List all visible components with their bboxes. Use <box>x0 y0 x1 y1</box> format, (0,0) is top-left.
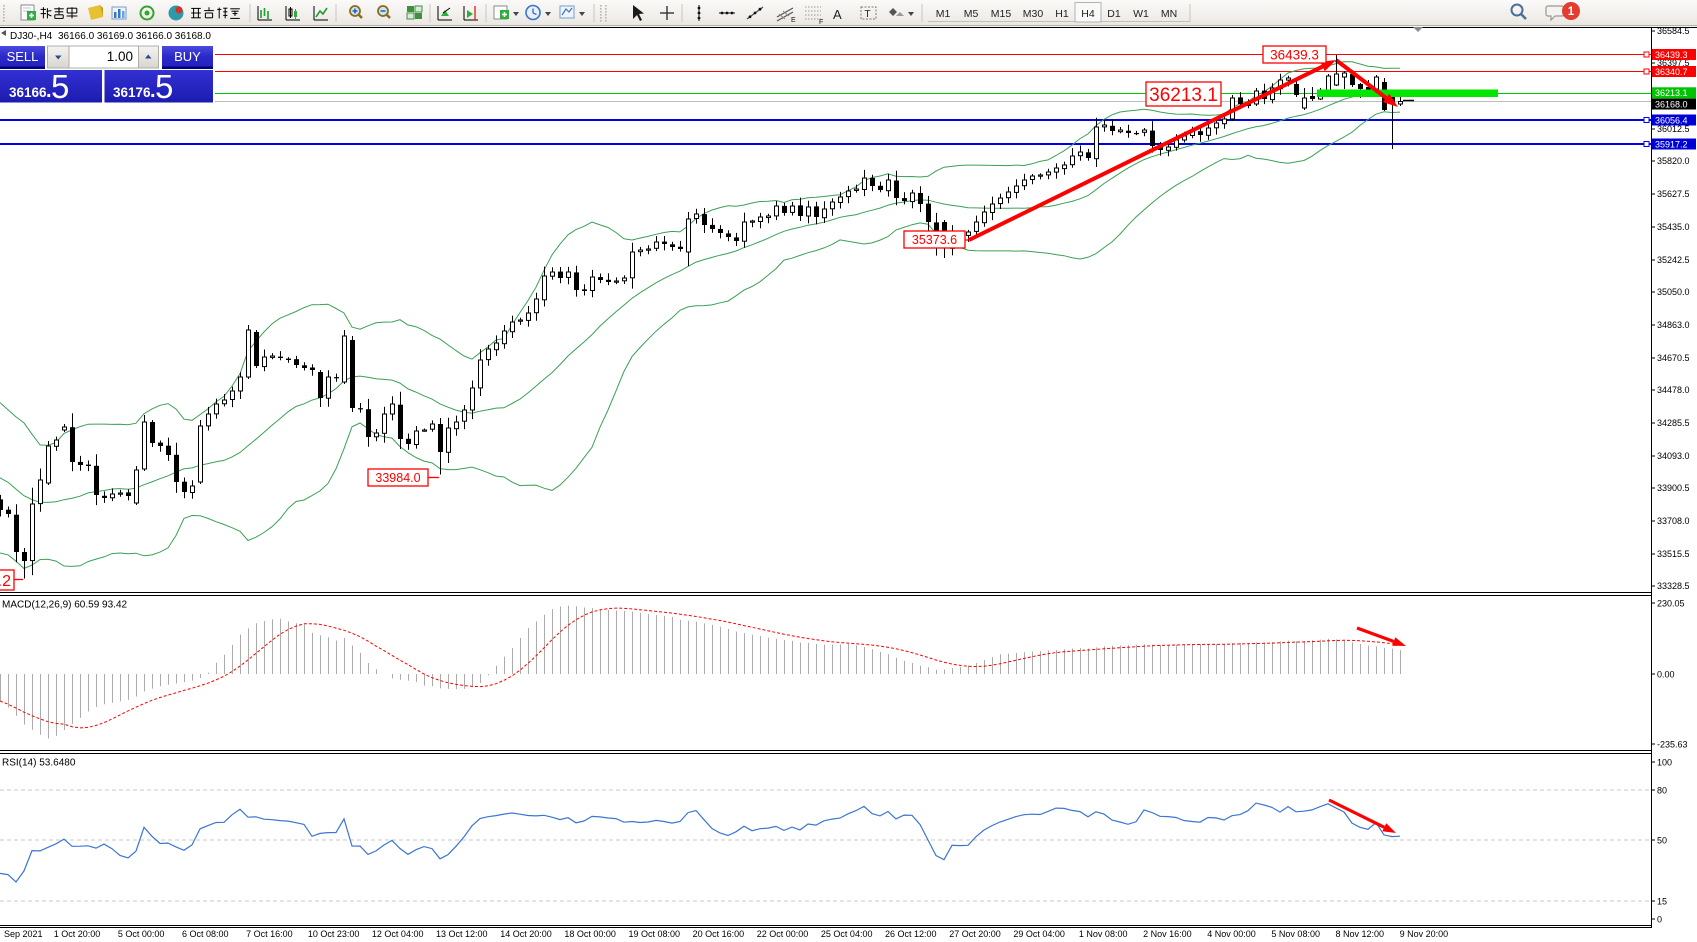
svg-text:34863.0: 34863.0 <box>1657 320 1690 330</box>
svg-text:9 Nov 20:00: 9 Nov 20:00 <box>1400 929 1449 939</box>
svg-text:34093.0: 34093.0 <box>1657 451 1690 461</box>
svg-text:5 Nov 08:00: 5 Nov 08:00 <box>1271 929 1320 939</box>
svg-text:1: 1 <box>1568 6 1575 18</box>
svg-text:.2: .2 <box>0 573 11 590</box>
svg-text:36166.0 36169.0 36166.0 36168.: 36166.0 36169.0 36166.0 36168.0 <box>58 31 211 42</box>
svg-text:50: 50 <box>1657 835 1667 845</box>
svg-text:26 Oct 12:00: 26 Oct 12:00 <box>885 929 937 939</box>
svg-text:36439.3: 36439.3 <box>1270 47 1319 62</box>
svg-text:36176: 36176 <box>113 85 151 100</box>
svg-text:W1: W1 <box>1133 8 1149 20</box>
svg-text:230.05: 230.05 <box>1657 598 1685 608</box>
svg-text:29 Oct 04:00: 29 Oct 04:00 <box>1013 929 1065 939</box>
svg-text:4 Nov 00:00: 4 Nov 00:00 <box>1207 929 1256 939</box>
svg-text:M1: M1 <box>936 8 951 20</box>
svg-text:34670.5: 34670.5 <box>1657 353 1690 363</box>
svg-text:DJ30-,H4: DJ30-,H4 <box>10 31 53 42</box>
svg-text:35627.5: 35627.5 <box>1657 189 1690 199</box>
svg-text:35050.0: 35050.0 <box>1657 287 1690 297</box>
svg-text:36439.3: 36439.3 <box>1655 50 1688 60</box>
svg-text:34478.0: 34478.0 <box>1657 385 1690 395</box>
svg-text:0.00: 0.00 <box>1657 669 1675 679</box>
svg-text:12 Oct 04:00: 12 Oct 04:00 <box>372 929 424 939</box>
svg-text:33328.5: 33328.5 <box>1657 581 1690 591</box>
svg-text:D1: D1 <box>1107 8 1121 20</box>
svg-text:35373.6: 35373.6 <box>912 233 957 247</box>
svg-text:7 Oct 16:00: 7 Oct 16:00 <box>246 929 293 939</box>
svg-text:34285.5: 34285.5 <box>1657 418 1690 428</box>
svg-text:M15: M15 <box>991 8 1012 20</box>
svg-text:6 Oct 08:00: 6 Oct 08:00 <box>182 929 229 939</box>
svg-text:5: 5 <box>51 68 69 105</box>
svg-text:A: A <box>833 7 842 22</box>
svg-text:35917.2: 35917.2 <box>1655 139 1688 149</box>
svg-text:2 Nov 16:00: 2 Nov 16:00 <box>1143 929 1192 939</box>
svg-text:10 Oct 23:00: 10 Oct 23:00 <box>308 929 360 939</box>
svg-text:5 Oct 00:00: 5 Oct 00:00 <box>118 929 165 939</box>
svg-text:MACD(12,26,9) 60.59 93.42: MACD(12,26,9) 60.59 93.42 <box>2 600 128 611</box>
svg-text:36166: 36166 <box>9 85 47 100</box>
svg-text:22 Oct 00:00: 22 Oct 00:00 <box>757 929 809 939</box>
svg-text:SELL: SELL <box>7 49 39 64</box>
svg-text:19 Oct 08:00: 19 Oct 08:00 <box>629 929 681 939</box>
svg-text:F: F <box>819 19 823 26</box>
svg-text:18 Oct 00:00: 18 Oct 00:00 <box>564 929 616 939</box>
svg-text:36584.5: 36584.5 <box>1657 26 1690 36</box>
svg-text:27 Oct 20:00: 27 Oct 20:00 <box>949 929 1001 939</box>
svg-text:36397.5: 36397.5 <box>1657 58 1690 68</box>
svg-text:25 Oct 04:00: 25 Oct 04:00 <box>821 929 873 939</box>
svg-text:BUY: BUY <box>174 49 201 64</box>
svg-text:1.00: 1.00 <box>107 49 133 64</box>
svg-text:.: . <box>150 80 156 102</box>
svg-text:15: 15 <box>1657 896 1667 906</box>
svg-text:14 Oct 20:00: 14 Oct 20:00 <box>500 929 552 939</box>
svg-text:5: 5 <box>155 68 173 105</box>
svg-text:M30: M30 <box>1023 8 1044 20</box>
svg-text:H4: H4 <box>1081 8 1095 20</box>
svg-text:33984.0: 33984.0 <box>375 471 420 485</box>
svg-text:36056.4: 36056.4 <box>1655 115 1688 125</box>
svg-text:35242.5: 35242.5 <box>1657 255 1690 265</box>
svg-text:Sep 2021: Sep 2021 <box>4 929 43 939</box>
svg-text:35435.0: 35435.0 <box>1657 222 1690 232</box>
svg-text:-235.63: -235.63 <box>1657 739 1688 749</box>
svg-text:RSI(14) 53.6480: RSI(14) 53.6480 <box>2 758 76 769</box>
svg-text:35820.0: 35820.0 <box>1657 156 1690 166</box>
svg-text:E: E <box>791 17 796 24</box>
svg-text:H1: H1 <box>1055 8 1069 20</box>
svg-text:T: T <box>865 9 871 20</box>
svg-text:M5: M5 <box>964 8 979 20</box>
svg-text:80: 80 <box>1657 785 1667 795</box>
svg-text:33900.5: 33900.5 <box>1657 483 1690 493</box>
svg-text:36168.0: 36168.0 <box>1655 99 1688 109</box>
svg-text:36340.7: 36340.7 <box>1655 67 1688 77</box>
svg-text:13 Oct 12:00: 13 Oct 12:00 <box>436 929 488 939</box>
svg-text:36213.1: 36213.1 <box>1149 85 1218 106</box>
svg-text:1 Oct 20:00: 1 Oct 20:00 <box>54 929 101 939</box>
svg-text:36213.1: 36213.1 <box>1655 88 1688 98</box>
svg-text:0: 0 <box>1657 914 1662 924</box>
svg-text:33708.0: 33708.0 <box>1657 516 1690 526</box>
svg-text:20 Oct 16:00: 20 Oct 16:00 <box>693 929 745 939</box>
svg-text:36012.5: 36012.5 <box>1657 124 1690 134</box>
svg-text:8 Nov 12:00: 8 Nov 12:00 <box>1336 929 1385 939</box>
svg-text:.: . <box>46 80 52 102</box>
svg-text:33515.5: 33515.5 <box>1657 549 1690 559</box>
svg-text:MN: MN <box>1161 8 1177 20</box>
svg-text:100: 100 <box>1657 757 1672 767</box>
svg-text:1 Nov 08:00: 1 Nov 08:00 <box>1079 929 1128 939</box>
